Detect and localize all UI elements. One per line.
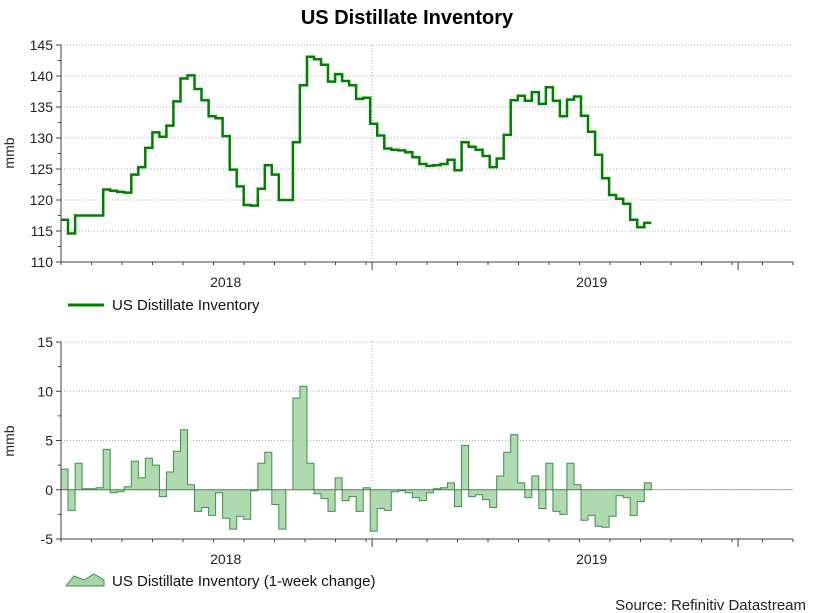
y-tick-label: 130: [30, 130, 54, 146]
y-tick-label: 145: [30, 37, 54, 53]
bottom-series: [60, 385, 793, 532]
y-tick-label: 115: [31, 223, 54, 239]
bottom-legend: US Distillate Inventory (1-week change): [64, 573, 375, 590]
y-tick-label: -5: [41, 531, 54, 547]
bottom-y-axis-label: mmb: [1, 425, 17, 456]
y-tick-label: 10: [37, 383, 53, 399]
top-legend-label: US Distillate Inventory: [112, 297, 260, 314]
top-y-axis-ticks: 110 115 120 125 130 135 140 145: [30, 37, 61, 270]
y-tick-label: 5: [45, 433, 53, 449]
y-tick-label: 15: [37, 334, 53, 350]
top-x-axis-ticks: 2018 2019: [60, 262, 794, 290]
y-tick-label: 140: [30, 68, 54, 84]
top-y-axis-label: mmb: [1, 137, 17, 168]
x-tick-label: 2019: [576, 274, 607, 290]
series-line-distillate-inventory: [61, 55, 652, 235]
legend-area-swatch: [64, 573, 105, 587]
top-axes: [60, 45, 793, 263]
top-series: [61, 55, 652, 235]
bottom-x-axis-ticks: 2018 2019: [60, 539, 794, 567]
bottom-legend-label: US Distillate Inventory (1-week change): [112, 573, 375, 590]
x-tick-label: 2018: [210, 274, 241, 290]
series-area-weekly-change: [60, 385, 652, 532]
y-tick-label: 0: [45, 482, 53, 498]
source-note: Source: Refinitiv Datastream: [615, 597, 806, 613]
chart-title: US Distillate Inventory: [301, 7, 514, 29]
top-gridlines: [61, 44, 793, 262]
y-tick-label: 110: [31, 254, 54, 270]
x-tick-label: 2018: [210, 551, 241, 567]
bottom-chart-panel: -5 0 5 10 15 2018 2019 mmb: [1, 334, 794, 567]
top-chart-panel: 110 115 120 125 130 135 140 145 2018 2019 mmb: [1, 37, 794, 290]
bottom-gridlines: [61, 341, 793, 539]
y-tick-label: 135: [30, 99, 54, 115]
bottom-y-axis-ticks: -5 0 5 10 15: [37, 334, 61, 547]
top-legend: US Distillate Inventory: [68, 297, 260, 314]
x-tick-label: 2019: [576, 551, 607, 567]
y-tick-label: 125: [30, 161, 54, 177]
y-tick-label: 120: [30, 192, 54, 208]
